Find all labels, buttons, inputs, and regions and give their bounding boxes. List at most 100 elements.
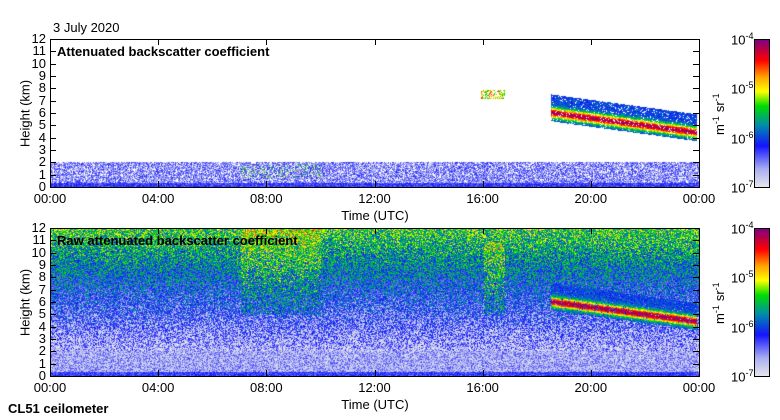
x-tick-label: 00:00 [682,380,716,395]
x-tick-label: 16:00 [466,380,499,395]
y-tick-mark [50,88,56,90]
y-tick-mark [50,187,56,188]
x-tick-label: 16:00 [466,191,499,206]
y-tick-mark [693,51,699,53]
y-tick-label: 4 [38,129,46,145]
y-tick-mark [693,100,699,102]
y-tick-mark [693,162,699,164]
y-axis-label: Height (km) [17,268,33,336]
y-tick-label: 8 [38,80,46,96]
x-tick-mark [158,370,160,376]
x-tick-mark [266,39,268,45]
x-tick-label: 00:00 [682,191,716,206]
tick-exponent: -5 [745,269,754,280]
x-tick-mark [590,39,592,45]
y-tick-label: 7 [38,92,46,108]
y-tick-mark [50,228,56,229]
colorbar-unit-label: m-1sr-1 [711,74,727,154]
y-tick-label: 2 [38,343,46,359]
y-tick-mark [50,240,56,242]
tick-exponent: -5 [745,80,754,91]
x-tick-mark [50,181,51,187]
x-tick-label: 00:00 [33,191,67,206]
x-tick-mark [590,181,592,187]
y-tick-label: 0 [38,179,46,194]
tick-base: 10 [731,369,746,385]
y-tick-mark [50,277,56,279]
y-tick-mark [50,113,56,114]
y-tick-mark [50,150,56,151]
tick-base: 10 [731,81,746,97]
instrument-label: CL51 ceilometer [8,401,109,416]
x-tick-mark [590,228,592,234]
y-tick-mark [693,351,699,353]
colorbar-tick-label: 10-4 [731,220,753,236]
y-tick-mark [50,376,56,377]
colorbar-tick-label: 10-5 [731,269,753,285]
x-tick-label: 04:00 [141,191,175,206]
tick-exponent: -7 [745,179,754,189]
unit-part: -1 [710,281,721,290]
y-tick-mark [693,76,699,77]
x-tick-mark [266,181,268,187]
y-tick-label: 9 [38,257,46,272]
y-tick-mark [693,63,699,65]
y-tick-mark [50,125,56,127]
y-tick-mark [693,88,699,90]
x-tick-mark [699,370,700,376]
y-tick-label: 1 [38,355,46,371]
y-tick-mark [693,137,699,139]
x-axis-label: Time (UTC) [341,397,409,412]
x-tick-mark [699,228,700,234]
y-tick-mark [693,265,699,266]
unit-part: -1 [710,115,721,124]
x-tick-mark [482,39,484,45]
y-tick-label: 1 [38,166,46,182]
y-tick-mark [693,174,699,176]
y-tick-mark [693,326,699,328]
heatmap-panel-1: Attenuated backscatter coefficient [50,39,700,188]
colorbar-unit-label: m-1sr-1 [711,263,727,343]
x-tick-label: 08:00 [250,380,283,395]
x-tick-mark [50,370,51,376]
x-tick-mark [266,370,268,376]
y-tick-label: 8 [38,269,46,285]
tick-base: 10 [731,319,746,335]
y-tick-mark [50,289,56,291]
x-tick-mark [374,181,376,187]
y-tick-mark [693,39,699,40]
y-tick-mark [693,228,699,229]
y-axis-label: Height (km) [17,79,33,147]
tick-base: 10 [731,270,746,286]
y-tick-label: 10 [31,244,46,260]
x-tick-label: 20:00 [574,380,608,395]
x-tick-mark [699,181,700,187]
x-tick-label: 08:00 [250,191,283,206]
x-tick-mark [158,39,160,45]
y-tick-mark [50,351,56,353]
colorbar [754,228,770,377]
y-tick-mark [693,302,699,303]
tick-exponent: -6 [745,129,754,140]
y-tick-mark [50,265,56,266]
y-tick-label: 3 [38,142,46,157]
y-tick-label: 9 [38,68,46,83]
x-tick-mark [374,370,376,376]
y-tick-label: 2 [38,154,46,170]
panel-title: Raw attenuated backscatter coefficient [57,233,298,248]
x-axis-label: Time (UTC) [341,208,409,223]
y-tick-label: 12 [31,31,46,46]
x-tick-mark [266,228,268,234]
tick-exponent: -6 [745,318,754,329]
x-tick-mark [374,228,376,234]
y-tick-mark [50,302,56,303]
y-tick-label: 3 [38,331,46,346]
y-tick-mark [693,339,699,340]
colorbar-tick-label: 10-7 [731,368,753,384]
y-tick-label: 5 [38,117,46,133]
tick-exponent: -4 [745,220,754,230]
x-tick-mark [50,39,51,45]
y-tick-mark [50,137,56,139]
tick-base: 10 [731,180,746,196]
